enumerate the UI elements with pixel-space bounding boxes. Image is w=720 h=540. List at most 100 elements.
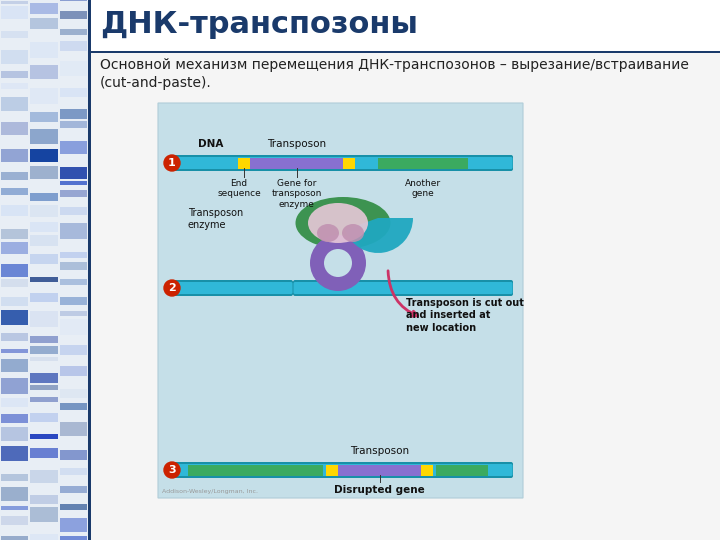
FancyBboxPatch shape: [171, 157, 513, 169]
Bar: [30, 495, 58, 504]
Bar: [60, 190, 87, 197]
Bar: [60, 141, 87, 154]
Bar: [30, 89, 58, 104]
Text: Transposon: Transposon: [350, 446, 409, 456]
Bar: [378, 158, 468, 168]
FancyBboxPatch shape: [171, 282, 292, 294]
Bar: [1, 6, 28, 19]
Bar: [343, 158, 355, 168]
Bar: [1, 50, 28, 64]
Bar: [60, 181, 87, 185]
Bar: [1, 446, 28, 461]
Bar: [326, 464, 338, 476]
Ellipse shape: [342, 224, 364, 242]
Bar: [60, 252, 87, 258]
Bar: [1, 333, 28, 341]
Bar: [60, 450, 87, 461]
Bar: [338, 464, 421, 476]
Bar: [60, 389, 87, 397]
Bar: [60, 487, 87, 492]
Bar: [1, 83, 28, 89]
Bar: [60, 88, 87, 97]
Circle shape: [324, 249, 352, 277]
Bar: [1, 536, 28, 540]
Ellipse shape: [295, 197, 390, 249]
Bar: [30, 254, 58, 264]
FancyBboxPatch shape: [171, 280, 293, 296]
Text: Another
gene: Another gene: [405, 179, 441, 198]
Circle shape: [310, 235, 366, 291]
Bar: [60, 29, 87, 35]
Circle shape: [164, 462, 180, 478]
Bar: [30, 434, 58, 440]
Bar: [60, 403, 87, 409]
Bar: [30, 148, 58, 163]
FancyBboxPatch shape: [158, 103, 523, 498]
Bar: [60, 536, 87, 540]
Bar: [60, 42, 87, 51]
Text: 3: 3: [168, 465, 176, 475]
Bar: [60, 279, 87, 285]
Bar: [30, 336, 58, 343]
Bar: [60, 422, 87, 436]
Bar: [30, 222, 58, 232]
Bar: [436, 464, 488, 476]
Bar: [60, 61, 87, 76]
Ellipse shape: [317, 224, 339, 242]
Bar: [30, 205, 58, 218]
Bar: [1, 264, 28, 277]
Text: End
sequence: End sequence: [217, 179, 261, 198]
Bar: [1, 398, 28, 407]
Bar: [250, 158, 343, 168]
FancyBboxPatch shape: [171, 462, 513, 478]
Text: Disrupted gene: Disrupted gene: [334, 485, 425, 495]
Bar: [60, 518, 87, 532]
Bar: [30, 507, 58, 523]
Bar: [60, 122, 87, 127]
Bar: [1, 188, 28, 195]
Bar: [1, 474, 28, 481]
Bar: [1, 31, 28, 38]
Bar: [1, 172, 28, 180]
Bar: [30, 234, 58, 246]
Bar: [0, 0, 88, 540]
Bar: [30, 346, 58, 354]
Bar: [30, 43, 58, 58]
Text: Основной механизм перемещения ДНК-транспозонов – вырезание/встраивание
(cut-and-: Основной механизм перемещения ДНК-трансп…: [100, 58, 689, 90]
Bar: [188, 464, 323, 476]
FancyBboxPatch shape: [294, 282, 513, 294]
Text: Addison-Wesley/Longman, Inc.: Addison-Wesley/Longman, Inc.: [162, 489, 258, 494]
Bar: [91, 51, 720, 53]
Bar: [30, 470, 58, 483]
Bar: [60, 207, 87, 215]
Bar: [1, 359, 28, 372]
Bar: [88, 0, 91, 540]
Bar: [30, 166, 58, 179]
Bar: [60, 366, 87, 376]
Bar: [60, 0, 87, 1]
FancyBboxPatch shape: [171, 155, 513, 171]
Bar: [1, 97, 28, 111]
Bar: [30, 397, 58, 402]
Bar: [1, 487, 28, 501]
Bar: [1, 378, 28, 394]
Bar: [60, 11, 87, 19]
Bar: [30, 373, 58, 383]
Bar: [60, 224, 87, 239]
Bar: [30, 65, 58, 79]
Bar: [1, 297, 28, 306]
Bar: [60, 320, 87, 335]
Bar: [30, 311, 58, 327]
Ellipse shape: [308, 203, 368, 243]
Text: 1: 1: [168, 158, 176, 168]
Bar: [30, 357, 58, 361]
Bar: [1, 1, 28, 4]
Text: Transposon
enzyme: Transposon enzyme: [188, 208, 243, 231]
Bar: [30, 18, 58, 29]
Bar: [1, 516, 28, 525]
Bar: [238, 158, 250, 168]
FancyBboxPatch shape: [293, 280, 513, 296]
Bar: [30, 413, 58, 422]
Text: Transposon is cut out
and inserted at
new location: Transposon is cut out and inserted at ne…: [406, 298, 524, 333]
Text: ДНК-транспозоны: ДНК-транспозоны: [100, 10, 418, 39]
